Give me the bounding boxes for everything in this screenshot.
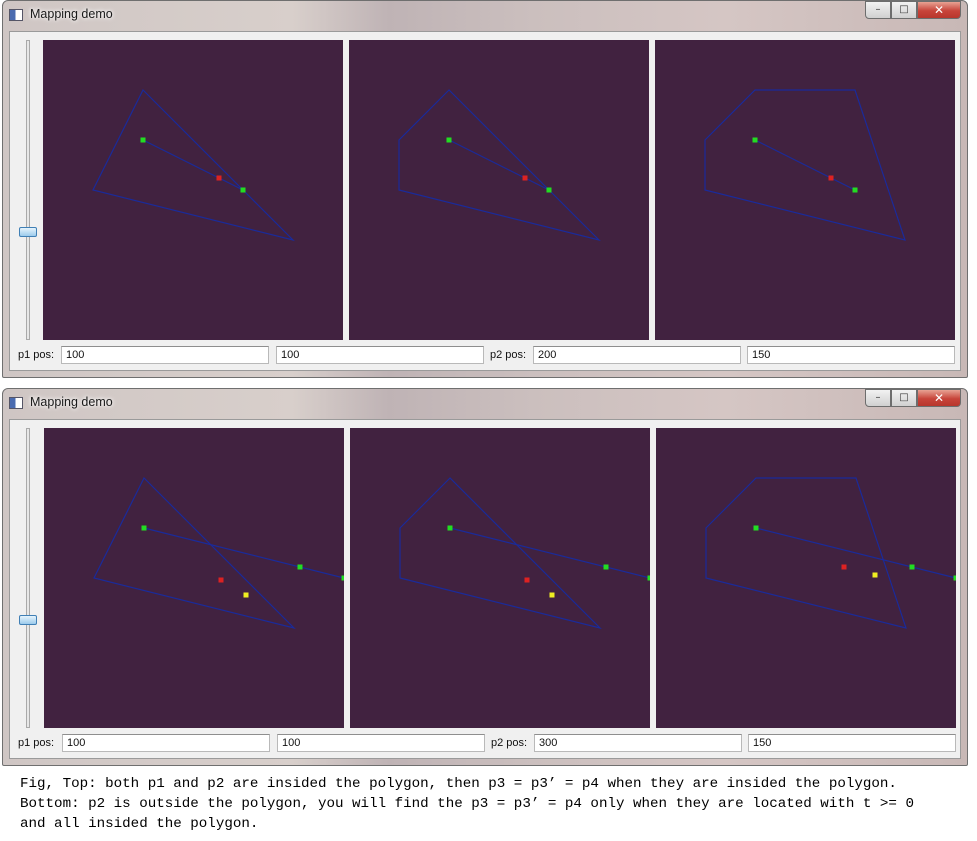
point-marker bbox=[524, 577, 530, 583]
window-title: Mapping demo bbox=[30, 7, 113, 21]
p2-label: p2 pos: bbox=[491, 737, 528, 749]
point-marker bbox=[647, 575, 650, 581]
minimize-button[interactable]: – bbox=[865, 389, 891, 407]
p2-y-input[interactable] bbox=[748, 734, 956, 752]
p1-label: p1 pos: bbox=[18, 349, 55, 361]
p1-p2-segment bbox=[755, 527, 956, 579]
polygon-outline bbox=[92, 88, 295, 242]
slider-handle[interactable] bbox=[19, 615, 37, 625]
point-marker bbox=[953, 575, 956, 581]
p1-x-input[interactable] bbox=[62, 734, 270, 752]
point-marker bbox=[752, 137, 758, 143]
canvas-panel-2[interactable] bbox=[349, 40, 649, 340]
slider-handle[interactable] bbox=[19, 227, 37, 237]
polygon-outline bbox=[93, 476, 296, 630]
p2-label: p2 pos: bbox=[490, 349, 527, 361]
p1-y-input[interactable] bbox=[276, 346, 484, 364]
p1-label: p1 pos: bbox=[18, 737, 55, 749]
point-marker bbox=[603, 564, 609, 570]
canvas-panel-1[interactable] bbox=[44, 428, 344, 728]
canvas-panel-1[interactable] bbox=[43, 40, 343, 340]
p1-x-input[interactable] bbox=[61, 346, 269, 364]
app-icon bbox=[9, 397, 23, 409]
point-marker bbox=[218, 577, 224, 583]
maximize-button[interactable]: □ bbox=[891, 1, 917, 19]
position-row: p1 pos: p2 pos: bbox=[10, 732, 960, 754]
minimize-button[interactable]: – bbox=[865, 1, 891, 19]
canvas-panel-3[interactable] bbox=[656, 428, 956, 728]
title-bar[interactable]: Mapping demo – □ ✕ bbox=[3, 1, 967, 29]
vertical-slider[interactable] bbox=[26, 40, 30, 340]
polygon-outline bbox=[399, 477, 602, 630]
point-marker bbox=[872, 572, 878, 578]
window-client: p1 pos: p2 pos: bbox=[9, 31, 961, 371]
p1-p2-segment bbox=[143, 527, 344, 579]
point-marker bbox=[828, 175, 834, 181]
point-marker bbox=[447, 525, 453, 531]
point-marker bbox=[216, 175, 222, 181]
point-marker bbox=[852, 187, 858, 193]
vertical-slider[interactable] bbox=[26, 428, 30, 728]
window-client: p1 pos: p2 pos: bbox=[9, 419, 961, 759]
p1-p2-segment bbox=[142, 139, 244, 191]
maximize-button[interactable]: □ bbox=[891, 389, 917, 407]
point-marker bbox=[243, 592, 249, 598]
point-marker bbox=[549, 592, 555, 598]
p2-y-input[interactable] bbox=[747, 346, 955, 364]
point-marker bbox=[909, 564, 915, 570]
p2-x-input[interactable] bbox=[533, 346, 741, 364]
window-top: Mapping demo – □ ✕ p1 pos: p2 pos: bbox=[2, 0, 968, 378]
polygon-outline bbox=[705, 477, 907, 629]
polygon-outline bbox=[704, 89, 906, 241]
caption-line-2: Bottom: p2 is outside the polygon, you w… bbox=[20, 796, 914, 812]
figure-caption: Fig, Top: both p1 and p2 are insided the… bbox=[20, 774, 970, 834]
position-row: p1 pos: p2 pos: bbox=[10, 344, 960, 366]
p1-p2-segment bbox=[449, 527, 650, 579]
caption-line-3: and all insided the polygon. bbox=[20, 816, 259, 832]
point-marker bbox=[297, 564, 303, 570]
p1-p2-segment bbox=[448, 139, 550, 191]
point-marker bbox=[140, 137, 146, 143]
point-marker bbox=[546, 187, 552, 193]
title-bar[interactable]: Mapping demo – □ ✕ bbox=[3, 389, 967, 417]
app-icon bbox=[9, 9, 23, 21]
close-button[interactable]: ✕ bbox=[917, 389, 961, 407]
window-title: Mapping demo bbox=[30, 395, 113, 409]
p1-p2-segment bbox=[754, 139, 856, 191]
p2-x-input[interactable] bbox=[534, 734, 742, 752]
canvas-panel-2[interactable] bbox=[350, 428, 650, 728]
canvas-panel-3[interactable] bbox=[655, 40, 955, 340]
point-marker bbox=[341, 575, 344, 581]
caption-line-1: Fig, Top: both p1 and p2 are insided the… bbox=[20, 776, 897, 792]
point-marker bbox=[522, 175, 528, 181]
window-bottom: Mapping demo – □ ✕ p1 pos: p2 pos: bbox=[2, 388, 968, 766]
p1-y-input[interactable] bbox=[277, 734, 485, 752]
point-marker bbox=[753, 525, 759, 531]
point-marker bbox=[240, 187, 246, 193]
window-controls: – □ ✕ bbox=[865, 389, 961, 407]
point-marker bbox=[141, 525, 147, 531]
point-marker bbox=[446, 137, 452, 143]
window-controls: – □ ✕ bbox=[865, 1, 961, 19]
close-button[interactable]: ✕ bbox=[917, 1, 961, 19]
point-marker bbox=[841, 564, 847, 570]
